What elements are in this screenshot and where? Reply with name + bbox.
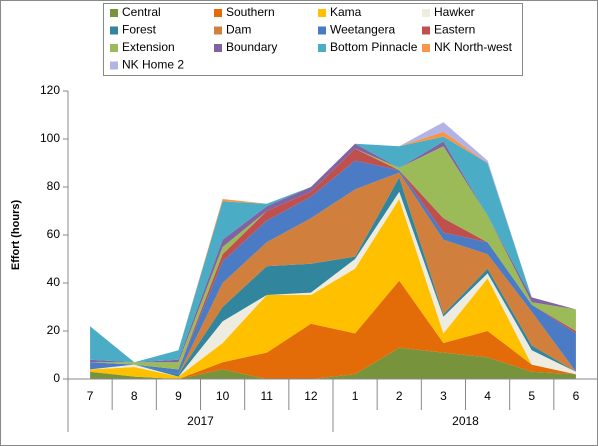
area [90, 177, 576, 377]
x-tick-label: 1 [352, 389, 359, 403]
y-tick-label: 60 [47, 227, 61, 241]
legend-label: Dam [226, 23, 251, 37]
y-tick-label: 100 [40, 131, 60, 145]
legend-swatch [422, 26, 430, 35]
area [90, 146, 576, 370]
y-tick-label: 20 [47, 323, 61, 337]
y-axis-label: Effort (hours) [10, 200, 22, 271]
area [90, 199, 576, 379]
area [90, 347, 576, 379]
legend-swatch [214, 44, 222, 52]
legend-swatch [110, 61, 118, 70]
area [90, 280, 576, 379]
y-tick-label: 120 [40, 83, 60, 97]
area [90, 172, 576, 375]
x-tick-label: 5 [528, 389, 535, 403]
legend-swatch [422, 44, 430, 52]
legend-swatch [110, 26, 118, 35]
legend-label: Hawker [434, 5, 475, 19]
legend-label: Southern [226, 5, 275, 19]
area [90, 160, 576, 375]
legend-label: Boundary [226, 40, 277, 54]
x-tick-label: 3 [440, 389, 447, 403]
legend-swatch [214, 26, 222, 35]
legend-swatch [318, 9, 326, 17]
group-label: 2018 [452, 414, 479, 428]
legend-label: Eastern [434, 23, 475, 37]
legend-swatch [214, 9, 222, 17]
x-tick-label: 2 [396, 389, 403, 403]
x-tick-label: 6 [573, 389, 580, 403]
x-tick-label: 7 [87, 389, 94, 403]
x-tick-label: 8 [131, 389, 138, 403]
legend-box [103, 3, 523, 76]
legend-label: Weetangera [330, 23, 395, 37]
group-label: 2017 [187, 414, 214, 428]
y-tick-label: 80 [47, 179, 61, 193]
legend-label: Extension [122, 40, 175, 54]
legend-swatch [110, 44, 118, 52]
y-tick-label: 40 [47, 275, 61, 289]
x-tick-label: 11 [261, 389, 274, 403]
legend-label: NK North-west [434, 40, 513, 54]
legend-swatch [422, 9, 430, 17]
legend-label: NK Home 2 [122, 58, 184, 72]
x-tick-label: 10 [216, 389, 230, 403]
legend-label: Central [122, 5, 161, 19]
legend-label: Kama [330, 5, 362, 19]
legend-swatch [110, 9, 118, 17]
x-tick-label: 9 [175, 389, 182, 403]
x-tick-label: 12 [304, 389, 318, 403]
legend-label: Bottom Pinnacle [330, 40, 418, 54]
y-tick-label: 0 [53, 371, 60, 385]
legend-label: Forest [122, 23, 157, 37]
x-tick-label: 4 [484, 389, 491, 403]
legend-swatch [318, 26, 326, 35]
legend-swatch [318, 44, 326, 52]
area [90, 191, 576, 377]
